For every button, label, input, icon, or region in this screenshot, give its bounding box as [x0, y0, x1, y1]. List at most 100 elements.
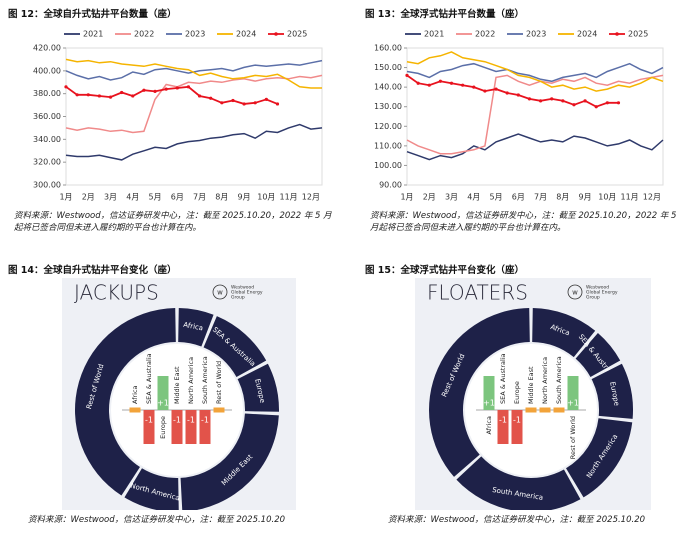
series-line: [406, 74, 664, 155]
bar: [199, 410, 211, 444]
x-tick-label: 3月: [104, 193, 117, 202]
ring-segment: [456, 456, 581, 510]
bar: [143, 410, 155, 444]
figure-source: 资料来源：Westwood，信达证券研发中心，注：截至 2025.10.20，2…: [370, 211, 677, 233]
y-tick-label: 90.00: [379, 181, 402, 190]
legend-marker: [615, 32, 619, 36]
heading: FLOATERS: [427, 281, 528, 305]
legend-label: 2021: [83, 30, 103, 39]
ring-segment: [575, 333, 621, 378]
point: [153, 89, 157, 93]
point: [572, 103, 576, 107]
plot-frame: [65, 47, 323, 186]
point: [416, 81, 420, 85]
legend-label: 2023: [526, 30, 546, 39]
point: [616, 101, 621, 105]
brand-text: Global Energy: [231, 290, 263, 296]
category-label: South America: [555, 356, 563, 404]
point: [472, 85, 476, 89]
brand-text: Westwood: [231, 285, 254, 291]
figure-source: 资料来源：Westwood，信达证券研发中心，注：截至 2025.10.20: [388, 515, 646, 525]
point: [86, 93, 90, 97]
bar: [171, 410, 183, 444]
x-tick-label: 1月: [59, 193, 72, 202]
figure-caption: 图 14：全球自升式钻井平台变化（座）: [8, 265, 177, 276]
ring-segment: [124, 468, 179, 510]
point: [242, 102, 246, 106]
bar: [497, 410, 509, 444]
figure-caption: 图 12：全球自升式钻井平台数量（座）: [8, 9, 177, 20]
point: [438, 79, 442, 83]
y-tick-label: 420.00: [33, 44, 61, 53]
point: [516, 93, 520, 97]
value-label: -1: [513, 416, 521, 425]
point: [461, 83, 465, 87]
bar: [129, 407, 141, 413]
point: [264, 97, 268, 101]
ring-segment: [178, 308, 214, 347]
series-line: [406, 74, 619, 108]
chart: 300.00 320.00 340.00 360.00 380.00 400.00 420.…: [33, 30, 323, 202]
segment-label: Africa: [183, 321, 204, 333]
y-tick-label: 400.00: [33, 66, 61, 75]
point: [253, 101, 257, 105]
bar: [157, 376, 169, 410]
bar: [539, 407, 551, 413]
series-line: [65, 74, 323, 134]
point: [164, 87, 168, 91]
heading: JACKUPS: [74, 281, 159, 305]
x-tick-label: 9月: [579, 193, 592, 202]
x-tick-label: 7月: [534, 193, 547, 202]
ring-segment: [429, 308, 530, 477]
brand-text: Westwood: [586, 285, 609, 291]
y-tick-label: 110.00: [374, 141, 402, 150]
chart: 90.00 100.00 110.00 120.00 130.00 140.00 150.0…: [374, 30, 664, 202]
brand-text: Group: [586, 295, 600, 301]
point: [120, 90, 124, 95]
point: [483, 89, 487, 93]
logo: [567, 284, 583, 300]
point: [494, 87, 498, 91]
x-tick-label: 8月: [556, 193, 569, 202]
series-line: [406, 62, 664, 83]
brand-text: Global Energy: [586, 290, 618, 296]
category-label: Rest of World: [215, 361, 223, 404]
category-label: Europe: [513, 381, 521, 404]
logo-mark: w: [572, 289, 578, 297]
legend-label: 2023: [185, 30, 205, 39]
x-tick-label: 4月: [467, 193, 480, 202]
bar: [567, 376, 579, 410]
ring-segment: [566, 418, 633, 498]
figure-caption: 图 13：全球浮式钻井平台数量（座）: [365, 9, 525, 20]
series-line: [406, 51, 664, 92]
bar: [213, 407, 225, 413]
point: [197, 94, 202, 98]
x-tick-label: 2月: [423, 193, 436, 202]
value-label: -1: [499, 416, 507, 425]
bar: [553, 407, 565, 413]
y-tick-label: 340.00: [33, 135, 61, 144]
x-tick-label: 6月: [171, 193, 184, 202]
y-tick-label: 380.00: [33, 89, 61, 98]
point: [427, 83, 431, 87]
point: [594, 105, 598, 109]
x-tick-label: 9月: [238, 193, 251, 202]
point: [220, 101, 224, 105]
x-tick-label: 2月: [82, 193, 95, 202]
x-tick-label: 12月: [643, 193, 661, 202]
legend-label: 2025: [287, 30, 307, 39]
x-tick-label: 7月: [193, 193, 206, 202]
value-label: -1: [187, 416, 195, 425]
x-tick-label: 5月: [148, 193, 161, 202]
series-line: [65, 58, 322, 89]
legend-label: 2024: [236, 30, 256, 39]
point: [209, 96, 213, 100]
logo-mark: w: [217, 289, 223, 297]
point: [527, 97, 532, 101]
point: [449, 81, 454, 85]
bar: [483, 376, 495, 410]
point: [175, 86, 179, 90]
point: [75, 93, 79, 97]
